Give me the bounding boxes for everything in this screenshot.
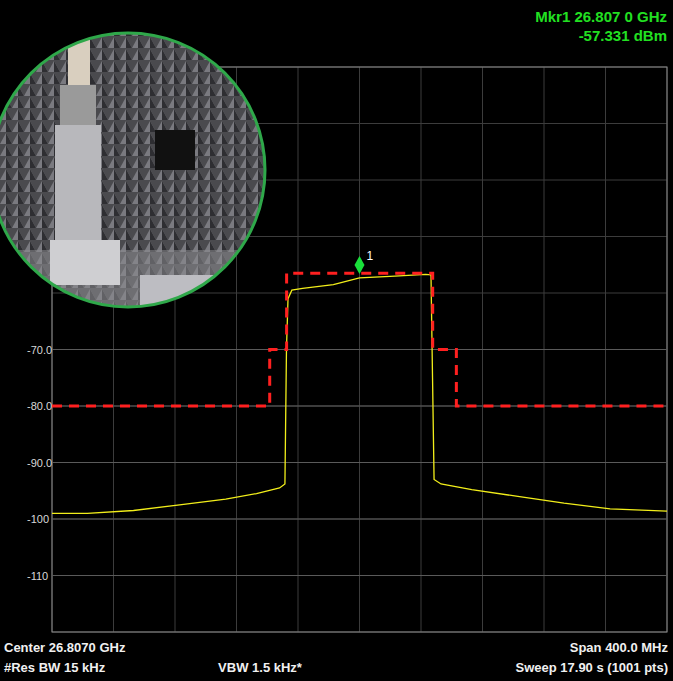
chamber-wall: [0, 20, 280, 340]
trace: [52, 274, 667, 513]
chart: -70.0 -80.0 -90.0 -100 -110 1 Mkr1 26.807 0 GH…: [0, 0, 673, 681]
limit-mask: [52, 273, 667, 406]
y-tick-label: -90.0: [27, 457, 52, 469]
annotation-sweep: Sweep 17.90 s (1001 pts): [516, 660, 668, 675]
inset-photo: [0, 20, 280, 350]
annotation-span: Span 400.0 MHz: [570, 640, 669, 655]
y-tick-label: -70.0: [27, 344, 52, 356]
grid-line: [52, 575, 667, 576]
positioner-base: [50, 240, 120, 285]
grid-line: [52, 519, 667, 520]
graticule-h: [52, 462, 667, 463]
marker-readout-freq: Mkr1 26.807 0 GHz: [535, 8, 667, 25]
markers: 1 Mkr1 26.807 0 GHz -57.331 dBm: [355, 8, 668, 274]
graticule-h: [52, 519, 667, 520]
grid-line: [52, 462, 667, 463]
chamber-floor: [0, 250, 280, 350]
positioner-mast: [55, 125, 101, 245]
marker-diamond: [355, 256, 365, 274]
graticule-h: [52, 349, 667, 350]
grid-line: [52, 349, 667, 350]
y-tick-label: -80.0: [27, 400, 52, 412]
annotations: Center 26.8070 GHz #Res BW 15 kHz VBW 1.5 …: [4, 640, 668, 675]
marker-label: 1: [367, 249, 374, 263]
chamber-door: [155, 130, 195, 170]
y-tick-label: -100: [27, 513, 49, 525]
y-axis: -70.0 -80.0 -90.0 -100 -110: [27, 344, 667, 582]
inset-border: [0, 33, 265, 307]
marker-readout-level: -57.331 dBm: [579, 27, 667, 44]
annotation-center: Center 26.8070 GHz: [4, 640, 126, 655]
annotation-vbw: VBW 1.5 kHz*: [218, 660, 303, 675]
positioner-head: [60, 85, 96, 125]
y-tick-label: -110: [27, 570, 48, 582]
annotation-rbw: #Res BW 15 kHz: [4, 660, 106, 675]
series-group: [52, 273, 667, 513]
graticule-h: [52, 575, 667, 576]
